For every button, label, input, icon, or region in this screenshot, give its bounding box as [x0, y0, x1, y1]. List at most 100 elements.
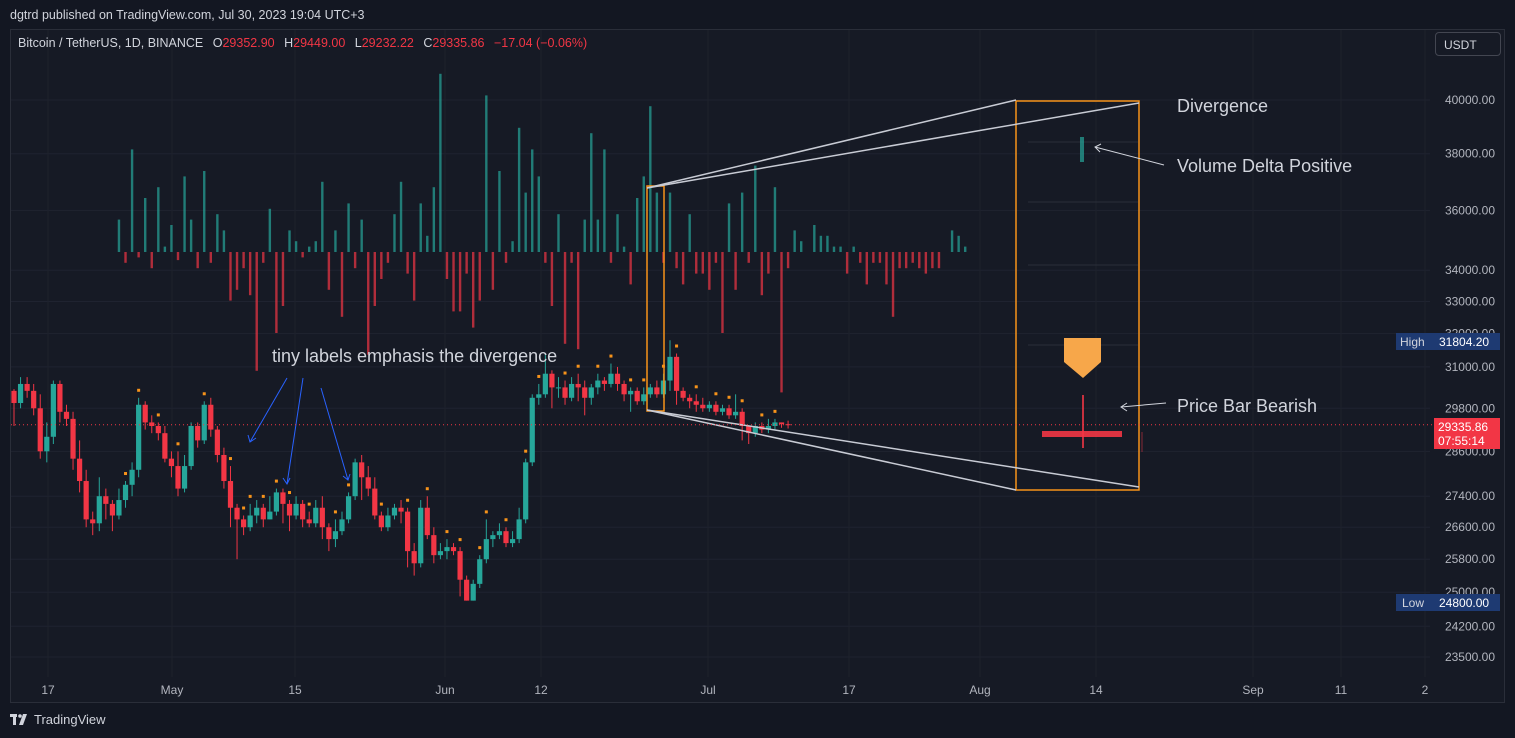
tiny-label-marker — [642, 378, 646, 382]
candle-body — [641, 394, 647, 402]
volume-delta-bar — [898, 252, 901, 269]
tiny-label-marker — [248, 494, 252, 498]
candle-body — [523, 462, 529, 520]
volume-delta-bar — [360, 219, 363, 252]
tiny-label-marker — [176, 442, 180, 446]
x-tick-label: 17 — [41, 683, 55, 697]
zoom-line-bottom-1 — [646, 409, 1017, 491]
currency-button[interactable]: USDT — [1435, 32, 1501, 56]
volume-delta-bar — [163, 246, 167, 252]
annotation-tiny-labels: tiny labels emphasis the divergence — [272, 346, 557, 366]
price-badges: High 31804.20 Low 24800.00 29335.86 07:5… — [1396, 333, 1500, 611]
tiny-label-marker — [484, 510, 488, 514]
candle-body — [31, 390, 37, 409]
candle-body — [254, 507, 260, 516]
volume-delta-bar — [196, 252, 199, 269]
volume-delta-bar — [222, 230, 226, 252]
candle-body — [424, 507, 430, 536]
volume-delta-bar — [288, 230, 291, 252]
zoom-line-top-2 — [646, 102, 1140, 189]
volume-delta-bar — [524, 192, 527, 252]
volume-delta-bar — [839, 246, 842, 252]
symbol-title[interactable]: Bitcoin / TetherUS, 1D, BINANCE — [18, 36, 204, 50]
candle-body — [450, 547, 457, 552]
candle-body — [477, 559, 483, 584]
x-tick-label: Sep — [1242, 683, 1264, 697]
volume-delta-bar — [911, 252, 914, 263]
volume-delta-bar — [734, 252, 737, 290]
candle-body — [542, 373, 548, 395]
candle-body — [706, 404, 712, 409]
volume-delta-bar — [294, 241, 298, 252]
volume-delta-bar — [557, 214, 560, 252]
volume-delta-bar — [727, 203, 731, 252]
candle-body — [405, 511, 411, 552]
candle-body — [765, 425, 771, 430]
candle-body — [50, 383, 56, 437]
volume-delta-bar — [301, 252, 304, 258]
y-tick-label: 31000.00 — [1445, 360, 1495, 374]
candle-body — [306, 519, 312, 524]
candle-body — [44, 436, 50, 452]
candle-body — [752, 425, 758, 434]
candle-body — [378, 515, 384, 528]
tiny-label-marker — [307, 502, 311, 506]
candle-body — [359, 462, 365, 478]
volume-delta-bar — [531, 149, 534, 252]
volume-delta-bar — [570, 252, 573, 263]
tiny-label-marker — [609, 354, 613, 358]
volume-delta-bar — [964, 246, 967, 252]
candle-body — [673, 356, 680, 391]
volume-delta-bar — [701, 252, 704, 274]
candle-body — [562, 387, 568, 398]
candle-body — [549, 373, 555, 388]
volume-delta-bar — [406, 252, 409, 274]
candle-body — [24, 383, 30, 391]
volume-delta-bar — [472, 252, 475, 328]
volume-delta-bar — [170, 225, 173, 252]
volume-delta-bar — [498, 171, 501, 252]
volume-delta-bar — [845, 252, 849, 274]
volume-delta-bar — [314, 241, 317, 252]
candle-body — [693, 401, 699, 405]
volume-delta-bar — [937, 252, 941, 269]
candle-body — [569, 383, 575, 398]
volume-delta-bar — [793, 230, 796, 252]
candle-body — [490, 535, 496, 540]
tiny-label-marker — [675, 344, 679, 348]
candle-body — [129, 469, 135, 485]
candle-body — [260, 507, 266, 520]
volume-delta-bar — [235, 252, 239, 290]
candle-body — [136, 404, 142, 470]
volume-delta-bar — [636, 198, 639, 252]
volume-delta-bar — [242, 252, 245, 269]
candle-body — [241, 519, 247, 528]
chart-pane[interactable] — [10, 29, 1505, 703]
zoom-candle-body — [1042, 431, 1122, 437]
footer-brand[interactable]: TradingView — [10, 712, 106, 727]
candle-body — [733, 411, 739, 416]
candle-body — [601, 380, 607, 384]
last-price-value: 29335.86 — [1438, 420, 1488, 434]
candle-body — [391, 507, 398, 516]
candle-body — [227, 481, 234, 508]
high-badge — [1396, 333, 1500, 350]
publisher-line: dgtrd published on TradingView.com, Jul … — [10, 8, 365, 22]
volume-delta-bar — [268, 208, 272, 252]
x-tick-label: 14 — [1089, 683, 1103, 697]
x-tick-label: 17 — [842, 683, 856, 697]
blue-arrow-3 — [320, 387, 349, 481]
tiny-label-marker — [629, 378, 633, 382]
volume-delta-bar — [950, 230, 954, 252]
candle-body — [149, 422, 155, 426]
high-badge-value: 31804.20 — [1439, 335, 1489, 349]
volume-delta-bar — [248, 252, 252, 296]
volume-delta-bar — [583, 219, 586, 252]
tiny-label-marker — [563, 371, 567, 375]
price-axis: 40000.00 38000.00 36000.00 34000.00 33000.00… — [1445, 93, 1495, 664]
volume-delta-bar — [281, 252, 285, 306]
last-price-countdown: 07:55:14 — [1438, 434, 1485, 448]
y-tick-label: 26600.00 — [1445, 520, 1495, 534]
tiny-label-marker — [425, 487, 429, 491]
